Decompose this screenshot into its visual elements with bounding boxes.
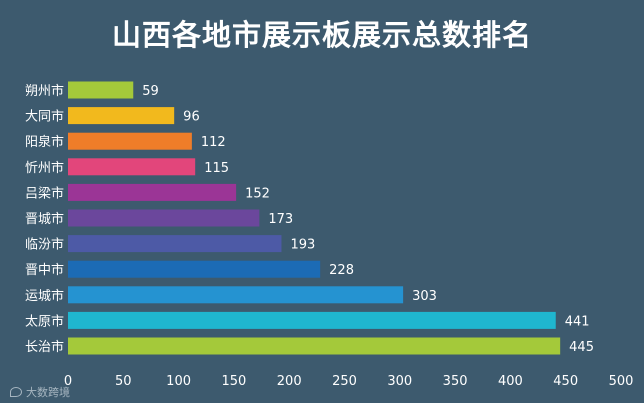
watermark: 大数跨境 bbox=[10, 384, 70, 400]
value-label: 59 bbox=[142, 84, 159, 99]
category-label: 临汾市 bbox=[25, 237, 64, 253]
x-tick-label: 50 bbox=[115, 374, 132, 389]
chart-title: 山西各地市展示板展示总数排名 bbox=[111, 18, 532, 52]
x-tick-label: 100 bbox=[166, 374, 191, 389]
bar-朔州市 bbox=[68, 81, 134, 99]
category-label: 运城市 bbox=[25, 288, 64, 304]
category-label: 吕梁市 bbox=[25, 185, 64, 201]
category-label: 忻州市 bbox=[25, 160, 64, 176]
bar-晋城市 bbox=[68, 209, 260, 227]
value-label: 96 bbox=[183, 110, 200, 125]
x-tick-labels-layer: 0 50 100 150 200 250 300 350 400 450 500 bbox=[64, 374, 634, 389]
bar-太原市 bbox=[68, 311, 556, 329]
bar-大同市 bbox=[68, 107, 175, 125]
bar-临汾市 bbox=[68, 235, 282, 253]
x-tick-label: 150 bbox=[221, 374, 246, 389]
category-label: 晋城市 bbox=[25, 211, 64, 227]
bar-长治市 bbox=[68, 337, 561, 355]
x-tick-label: 500 bbox=[609, 374, 634, 389]
bar-运城市 bbox=[68, 286, 404, 304]
value-label: 115 bbox=[204, 161, 229, 176]
category-label: 长治市 bbox=[25, 339, 64, 355]
bar-阳泉市 bbox=[68, 132, 192, 150]
value-label: 112 bbox=[201, 135, 226, 150]
x-tick-label: 200 bbox=[277, 374, 302, 389]
bar-忻州市 bbox=[68, 158, 196, 176]
chat-bubble-icon bbox=[10, 387, 22, 397]
bar-吕梁市 bbox=[68, 183, 237, 201]
x-tick-label: 450 bbox=[553, 374, 578, 389]
x-tick-label: 250 bbox=[332, 374, 357, 389]
watermark-text: 大数跨境 bbox=[26, 386, 70, 399]
value-label: 173 bbox=[268, 212, 293, 227]
bars-layer bbox=[68, 81, 561, 355]
category-label: 晋中市 bbox=[25, 262, 64, 278]
x-tick-label: 0 bbox=[64, 374, 72, 389]
value-label: 445 bbox=[569, 340, 594, 355]
category-label: 朔州市 bbox=[25, 83, 64, 99]
value-label: 303 bbox=[412, 289, 437, 304]
category-label: 太原市 bbox=[25, 313, 64, 329]
x-tick-label: 300 bbox=[387, 374, 412, 389]
x-tick-label: 400 bbox=[498, 374, 523, 389]
category-label: 大同市 bbox=[25, 109, 64, 125]
bar-晋中市 bbox=[68, 260, 321, 278]
value-label: 193 bbox=[290, 238, 315, 253]
value-label: 228 bbox=[329, 263, 354, 278]
category-label: 阳泉市 bbox=[25, 134, 64, 150]
x-tick-label: 350 bbox=[443, 374, 468, 389]
value-label: 441 bbox=[565, 314, 590, 329]
value-label: 152 bbox=[245, 186, 270, 201]
